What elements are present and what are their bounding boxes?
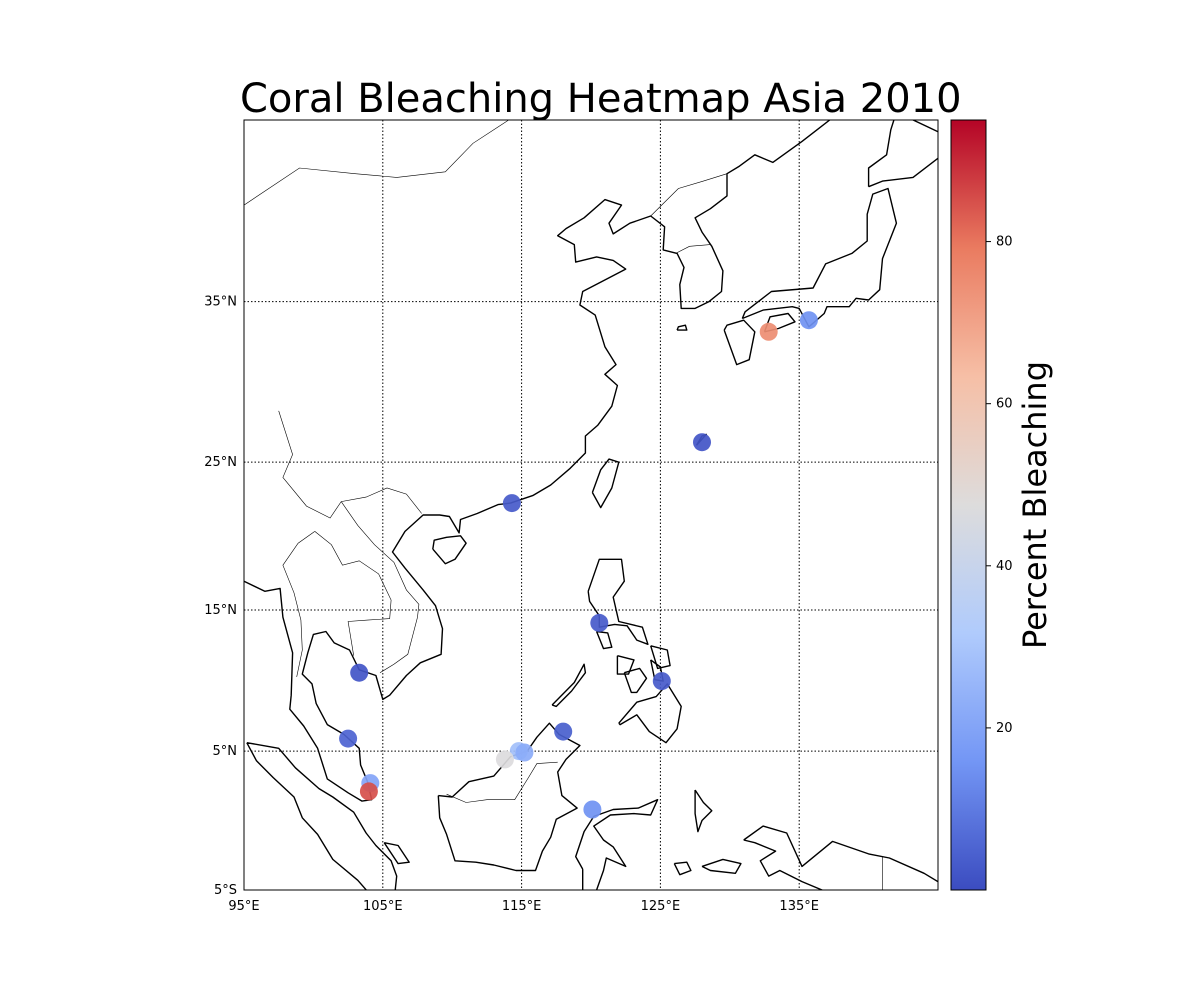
bleaching-point: [554, 722, 573, 741]
bleaching-point: [359, 782, 378, 801]
coastline-mindanao: [618, 683, 682, 744]
border-china-north: [244, 120, 510, 206]
lon-tick-label: 135°E: [779, 899, 819, 914]
coastline-java: [386, 904, 516, 943]
bleaching-point: [693, 433, 711, 452]
border-china-south: [278, 410, 422, 519]
border-korea-dmz: [675, 244, 711, 254]
bleaching-point: [515, 743, 534, 762]
lon-tick-label: 115°E: [502, 899, 542, 914]
colorbar-tick-label: 80: [996, 235, 1013, 250]
colorbar: [950, 119, 987, 891]
bleaching-point: [759, 322, 778, 341]
colorbar-label: Percent Bleaching: [1016, 361, 1054, 649]
bleaching-point: [339, 729, 358, 748]
lat-tick-label: 5°S: [214, 883, 237, 898]
lon-tick-label: 95°E: [228, 899, 259, 914]
lat-tick-label: 5°N: [213, 744, 238, 759]
colorbar-tick-label: 40: [996, 559, 1013, 574]
border-myanmar-laos-thai: [314, 531, 392, 656]
coastline-buru: [673, 861, 692, 876]
bleaching-point: [590, 613, 609, 632]
coastline-sumatra: [246, 742, 398, 890]
colorbar-tick-label: 20: [996, 721, 1013, 736]
coastline-seram: [701, 858, 742, 874]
map-frame: [243, 119, 939, 891]
bleaching-point: [799, 311, 818, 330]
border-korea-china: [650, 165, 740, 217]
border-laos-vietnam: [340, 501, 420, 673]
lat-tick-label: 35°N: [204, 295, 237, 310]
coastline-new-guinea: [743, 825, 938, 890]
lon-tick-label: 125°E: [641, 899, 681, 914]
border-thai-myanmar: [282, 531, 315, 677]
lon-tick-label: 105°E: [363, 899, 403, 914]
bleaching-point: [583, 800, 602, 819]
colorbar-tick-label: 60: [996, 397, 1013, 412]
coastline-jeju: [676, 324, 688, 331]
coastline-palawan: [551, 663, 587, 708]
lat-tick-label: 15°N: [204, 603, 237, 618]
coastline-bangka: [383, 842, 410, 865]
chart-title: Coral Bleaching Heatmap Asia 2010: [240, 76, 962, 122]
bleaching-point: [502, 494, 521, 513]
border-myanmar-india: [244, 434, 245, 438]
coastline-negros-cebu: [623, 667, 648, 694]
bleaching-point: [652, 672, 671, 691]
coastline-kyushu: [723, 319, 756, 366]
coastline-samar: [650, 645, 671, 670]
coastline-panay: [616, 655, 635, 675]
coastline-sakhalin: [892, 120, 893, 121]
lat-tick-label: 25°N: [204, 455, 237, 470]
bleaching-point: [350, 663, 369, 682]
coastline-hainan: [432, 535, 467, 565]
coastline-mindoro: [595, 630, 613, 650]
bleaching-point: [495, 750, 514, 769]
coastline-hokkaido: [867, 120, 938, 188]
coastline-halmahera: [694, 789, 713, 833]
border-borneo-border: [446, 761, 558, 803]
map-background: [244, 120, 938, 890]
